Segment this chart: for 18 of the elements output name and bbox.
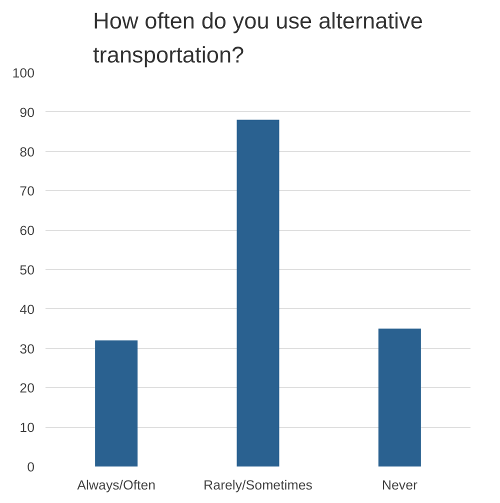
y-tick-label: 60: [20, 223, 35, 238]
y-tick-label: 70: [20, 184, 35, 199]
y-tick-label: 80: [20, 144, 35, 160]
y-tick-label: 10: [20, 420, 35, 436]
y-tick-label: 50: [20, 262, 35, 278]
y-tick-label: 0: [27, 460, 35, 474]
y-tick-label: 40: [20, 302, 35, 317]
chart-title: How often do you use alternative transportation?: [93, 8, 423, 68]
bar: [95, 340, 138, 466]
x-tick-label: Rarely/Sometimes: [204, 478, 313, 492]
x-tick-label: Always/Often: [77, 478, 156, 492]
y-tick-label: 20: [20, 380, 35, 396]
y-tick-label: 100: [12, 66, 35, 80]
bar: [236, 120, 280, 466]
y-tick-label: 30: [20, 341, 35, 356]
x-tick-label: Never: [382, 478, 418, 492]
bar: [378, 328, 421, 466]
y-tick-label: 90: [20, 104, 35, 120]
